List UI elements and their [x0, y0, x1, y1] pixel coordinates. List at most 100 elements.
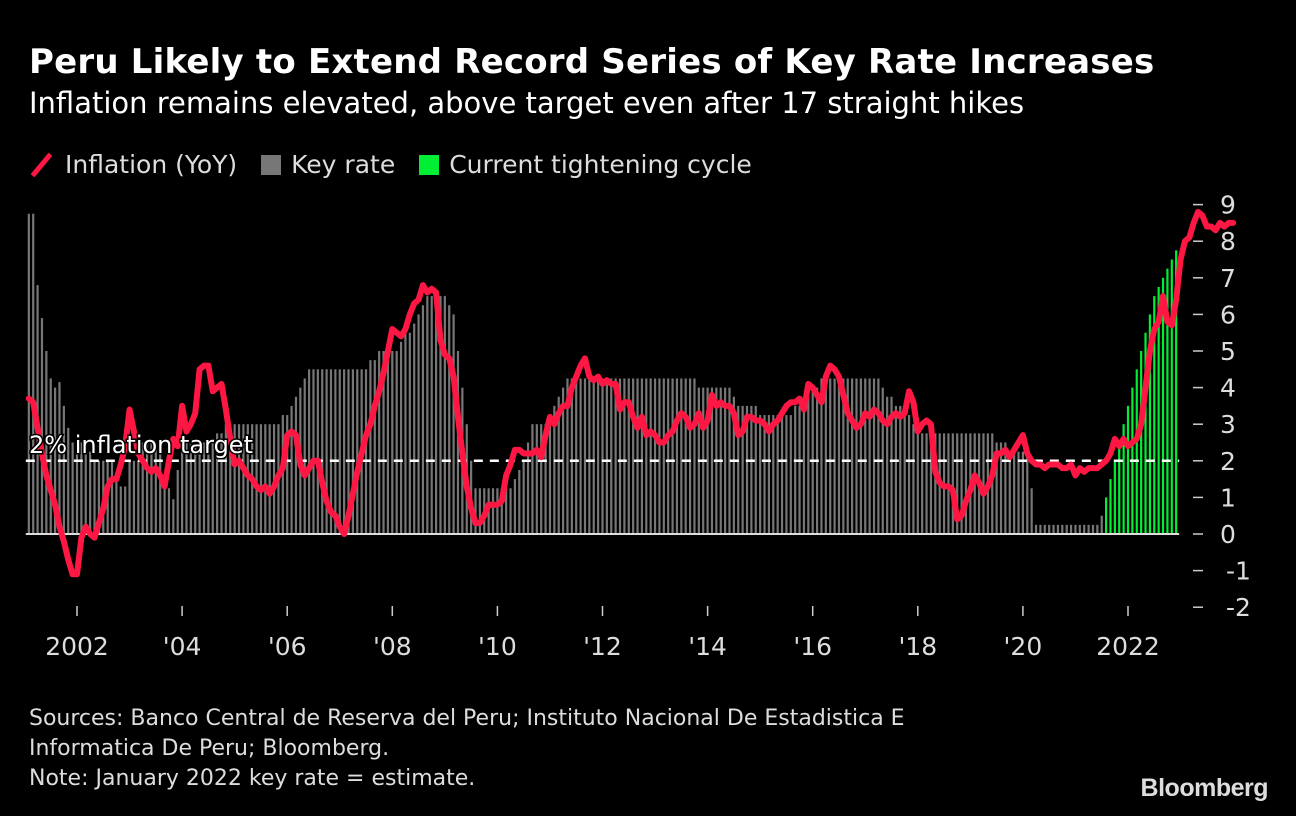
- key-rate-bar: [211, 442, 214, 534]
- key-rate-bar: [960, 433, 963, 534]
- note: Note: January 2022 key rate = estimate.: [29, 766, 476, 791]
- key-rate-bar: [216, 433, 219, 534]
- tightening-cycle-bar: [1135, 369, 1138, 534]
- key-rate-bar: [181, 442, 184, 534]
- y-tick-label: 5: [1220, 337, 1236, 366]
- key-rate-bar: [684, 378, 687, 534]
- key-rate-bar: [54, 387, 57, 534]
- key-rate-bar: [745, 405, 749, 534]
- key-rate-bar: [40, 318, 44, 534]
- key-rate-bar: [338, 369, 341, 534]
- y-tick-label: -1: [1226, 557, 1251, 586]
- key-rate-bar: [71, 442, 74, 534]
- key-rate-bar: [575, 378, 578, 534]
- y-tick-label: 3: [1220, 410, 1236, 439]
- key-rate-bar: [732, 396, 735, 534]
- key-rate-bar: [185, 442, 188, 534]
- key-rate-bar: [224, 424, 227, 534]
- key-rate-bar: [807, 396, 810, 534]
- key-rate-bar: [189, 442, 192, 534]
- y-tick-label: 4: [1220, 374, 1236, 403]
- key-rate-bar: [404, 332, 407, 534]
- key-rate-bar: [1017, 451, 1020, 534]
- chart-title: Peru Likely to Extend Record Series of K…: [29, 42, 1155, 82]
- key-rate-bar: [421, 305, 425, 534]
- key-rate-bar: [1065, 524, 1068, 534]
- key-rate-bar: [794, 405, 797, 534]
- key-rate-bar: [509, 488, 512, 534]
- y-tick-label: 1: [1220, 483, 1236, 512]
- key-rate-bar: [780, 415, 784, 534]
- key-rate-bar: [286, 415, 289, 534]
- key-rate-bar: [443, 296, 446, 534]
- key-rate-bar: [194, 442, 197, 534]
- key-rate-bar: [321, 369, 324, 534]
- key-rate-bar: [561, 387, 565, 534]
- key-rate-bar: [605, 378, 608, 534]
- key-rate-bar: [474, 488, 477, 534]
- key-rate-bar: [198, 442, 201, 534]
- key-rate-bar: [237, 424, 241, 534]
- sources-line-1: Sources: Banco Central de Reserva del Pe…: [29, 706, 905, 731]
- key-rate-bar: [1048, 524, 1051, 534]
- key-rate-bar: [649, 378, 652, 534]
- key-rate-bar: [951, 433, 954, 534]
- key-rate-bar: [391, 351, 394, 534]
- key-rate-bar: [303, 378, 306, 534]
- key-rate-bar: [903, 415, 906, 534]
- key-rate-bar: [159, 451, 162, 534]
- key-rate-bar: [141, 442, 144, 534]
- x-tick-label: '14: [688, 632, 727, 661]
- key-rate-bar: [49, 378, 52, 534]
- key-rate-bar: [750, 405, 753, 534]
- tightening-cycle-bar: [1157, 286, 1160, 534]
- key-rate-bar: [614, 378, 617, 534]
- key-rate-bar: [408, 332, 411, 534]
- key-rate-bar: [658, 378, 661, 534]
- key-rate-bar: [820, 378, 823, 534]
- key-rate-bar: [618, 378, 622, 534]
- key-rate-bar: [167, 488, 171, 534]
- key-rate-bar: [255, 424, 258, 534]
- key-rate-bar: [452, 314, 455, 534]
- key-rate-bar: [640, 378, 644, 534]
- key-rate-bar: [1043, 524, 1046, 534]
- y-tick-label: 8: [1220, 227, 1236, 256]
- tightening-cycle-bar: [1118, 442, 1121, 534]
- key-rate-bar: [645, 378, 648, 534]
- key-rate-bar: [382, 351, 385, 534]
- key-rate-bar: [916, 424, 919, 534]
- tightening-cycle-bar: [1153, 296, 1156, 534]
- key-rate-bar: [632, 378, 635, 534]
- key-rate-bar: [991, 433, 994, 534]
- key-rate-bar: [281, 415, 284, 534]
- key-rate-bar: [1091, 524, 1095, 534]
- key-rate-bar: [496, 488, 499, 534]
- key-rate-bar: [1069, 524, 1073, 534]
- inflation-line-group: [25, 208, 1237, 578]
- key-rate-bar: [308, 369, 311, 534]
- key-rate-bar: [934, 433, 937, 534]
- key-rate-bar: [557, 396, 560, 534]
- y-tick-label: -2: [1226, 593, 1251, 622]
- key-rate-bar: [671, 378, 674, 534]
- key-rate-bar: [710, 387, 714, 534]
- key-rate-bar: [636, 378, 639, 534]
- y-tick-label: 6: [1220, 300, 1236, 329]
- x-tick-label: '10: [478, 632, 517, 661]
- x-tick-label: '08: [373, 632, 412, 661]
- key-rate-bar: [202, 442, 206, 534]
- key-rate-bar: [680, 378, 683, 534]
- y-tick-label: 0: [1220, 520, 1236, 549]
- legend-item-key-rate: Key rate: [261, 150, 395, 179]
- key-rate-bar: [1083, 524, 1086, 534]
- key-rate-bar: [373, 360, 376, 534]
- key-rate-bar: [540, 424, 543, 534]
- key-rate-bar: [343, 369, 346, 534]
- key-rate-bar: [356, 369, 359, 534]
- key-rate-bar: [93, 460, 96, 534]
- key-rate-bar: [448, 305, 451, 534]
- key-rate-bar: [145, 442, 149, 534]
- tightening-cycle-bar: [1126, 405, 1130, 534]
- legend-line-swatch-icon: [29, 153, 53, 177]
